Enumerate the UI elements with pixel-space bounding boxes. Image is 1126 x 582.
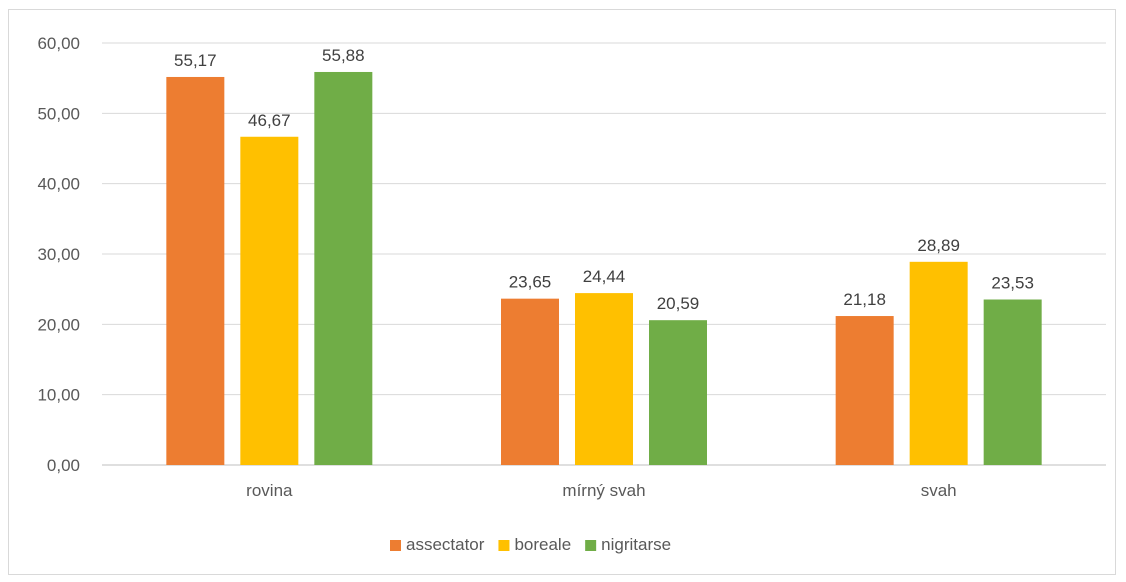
x-category-label: svah [921, 481, 957, 500]
bar-nigritarse-0 [314, 71, 373, 466]
data-label: 21,18 [843, 290, 886, 309]
data-labels: 55,17 46,67 55,88 23,65 24,44 20,59 21,18 28,89… [174, 46, 1034, 313]
y-tick-label: 10,00 [37, 386, 80, 405]
bars [166, 71, 1042, 466]
x-axis-categories: rovina mírný svah svah [246, 481, 956, 500]
y-axis-ticks: 0,00 10,00 20,00 30,00 40,00 50,00 60,00 [37, 34, 80, 475]
data-label: 46,67 [248, 111, 291, 130]
legend-label-nigritarse: nigritarse [601, 535, 671, 554]
x-category-label: rovina [246, 481, 293, 500]
y-tick-label: 40,00 [37, 175, 80, 194]
legend-swatch-nigritarse [585, 540, 597, 551]
data-label: 23,53 [991, 274, 1034, 293]
bar-boreale-1 [575, 293, 633, 465]
legend-label-boreale: boreale [514, 535, 571, 554]
y-tick-label: 30,00 [37, 245, 80, 264]
bar-nigritarse-2 [983, 299, 1042, 465]
y-tick-label: 20,00 [37, 315, 80, 334]
data-label: 55,88 [322, 46, 365, 65]
legend-swatch-boreale [498, 540, 510, 551]
bar-boreale-0 [240, 136, 299, 465]
x-category-label: mírný svah [562, 481, 645, 500]
bar-assectator-1 [501, 298, 559, 465]
data-label: 23,65 [509, 273, 552, 292]
data-label: 55,17 [174, 51, 217, 70]
bar-assectator-2 [835, 316, 894, 465]
y-tick-label: 50,00 [37, 104, 80, 123]
legend: assectator boreale nigritarse [390, 535, 671, 554]
bar-boreale-2 [909, 261, 968, 465]
bar-assectator-0 [166, 76, 225, 465]
y-tick-label: 60,00 [37, 34, 80, 53]
data-label: 24,44 [583, 267, 626, 286]
legend-swatch-assectator [390, 540, 401, 551]
y-tick-label: 0,00 [47, 456, 80, 475]
legend-label-assectator: assectator [406, 535, 485, 554]
data-label: 28,89 [917, 236, 960, 255]
bar-nigritarse-1 [649, 320, 707, 465]
data-label: 20,59 [657, 294, 700, 313]
